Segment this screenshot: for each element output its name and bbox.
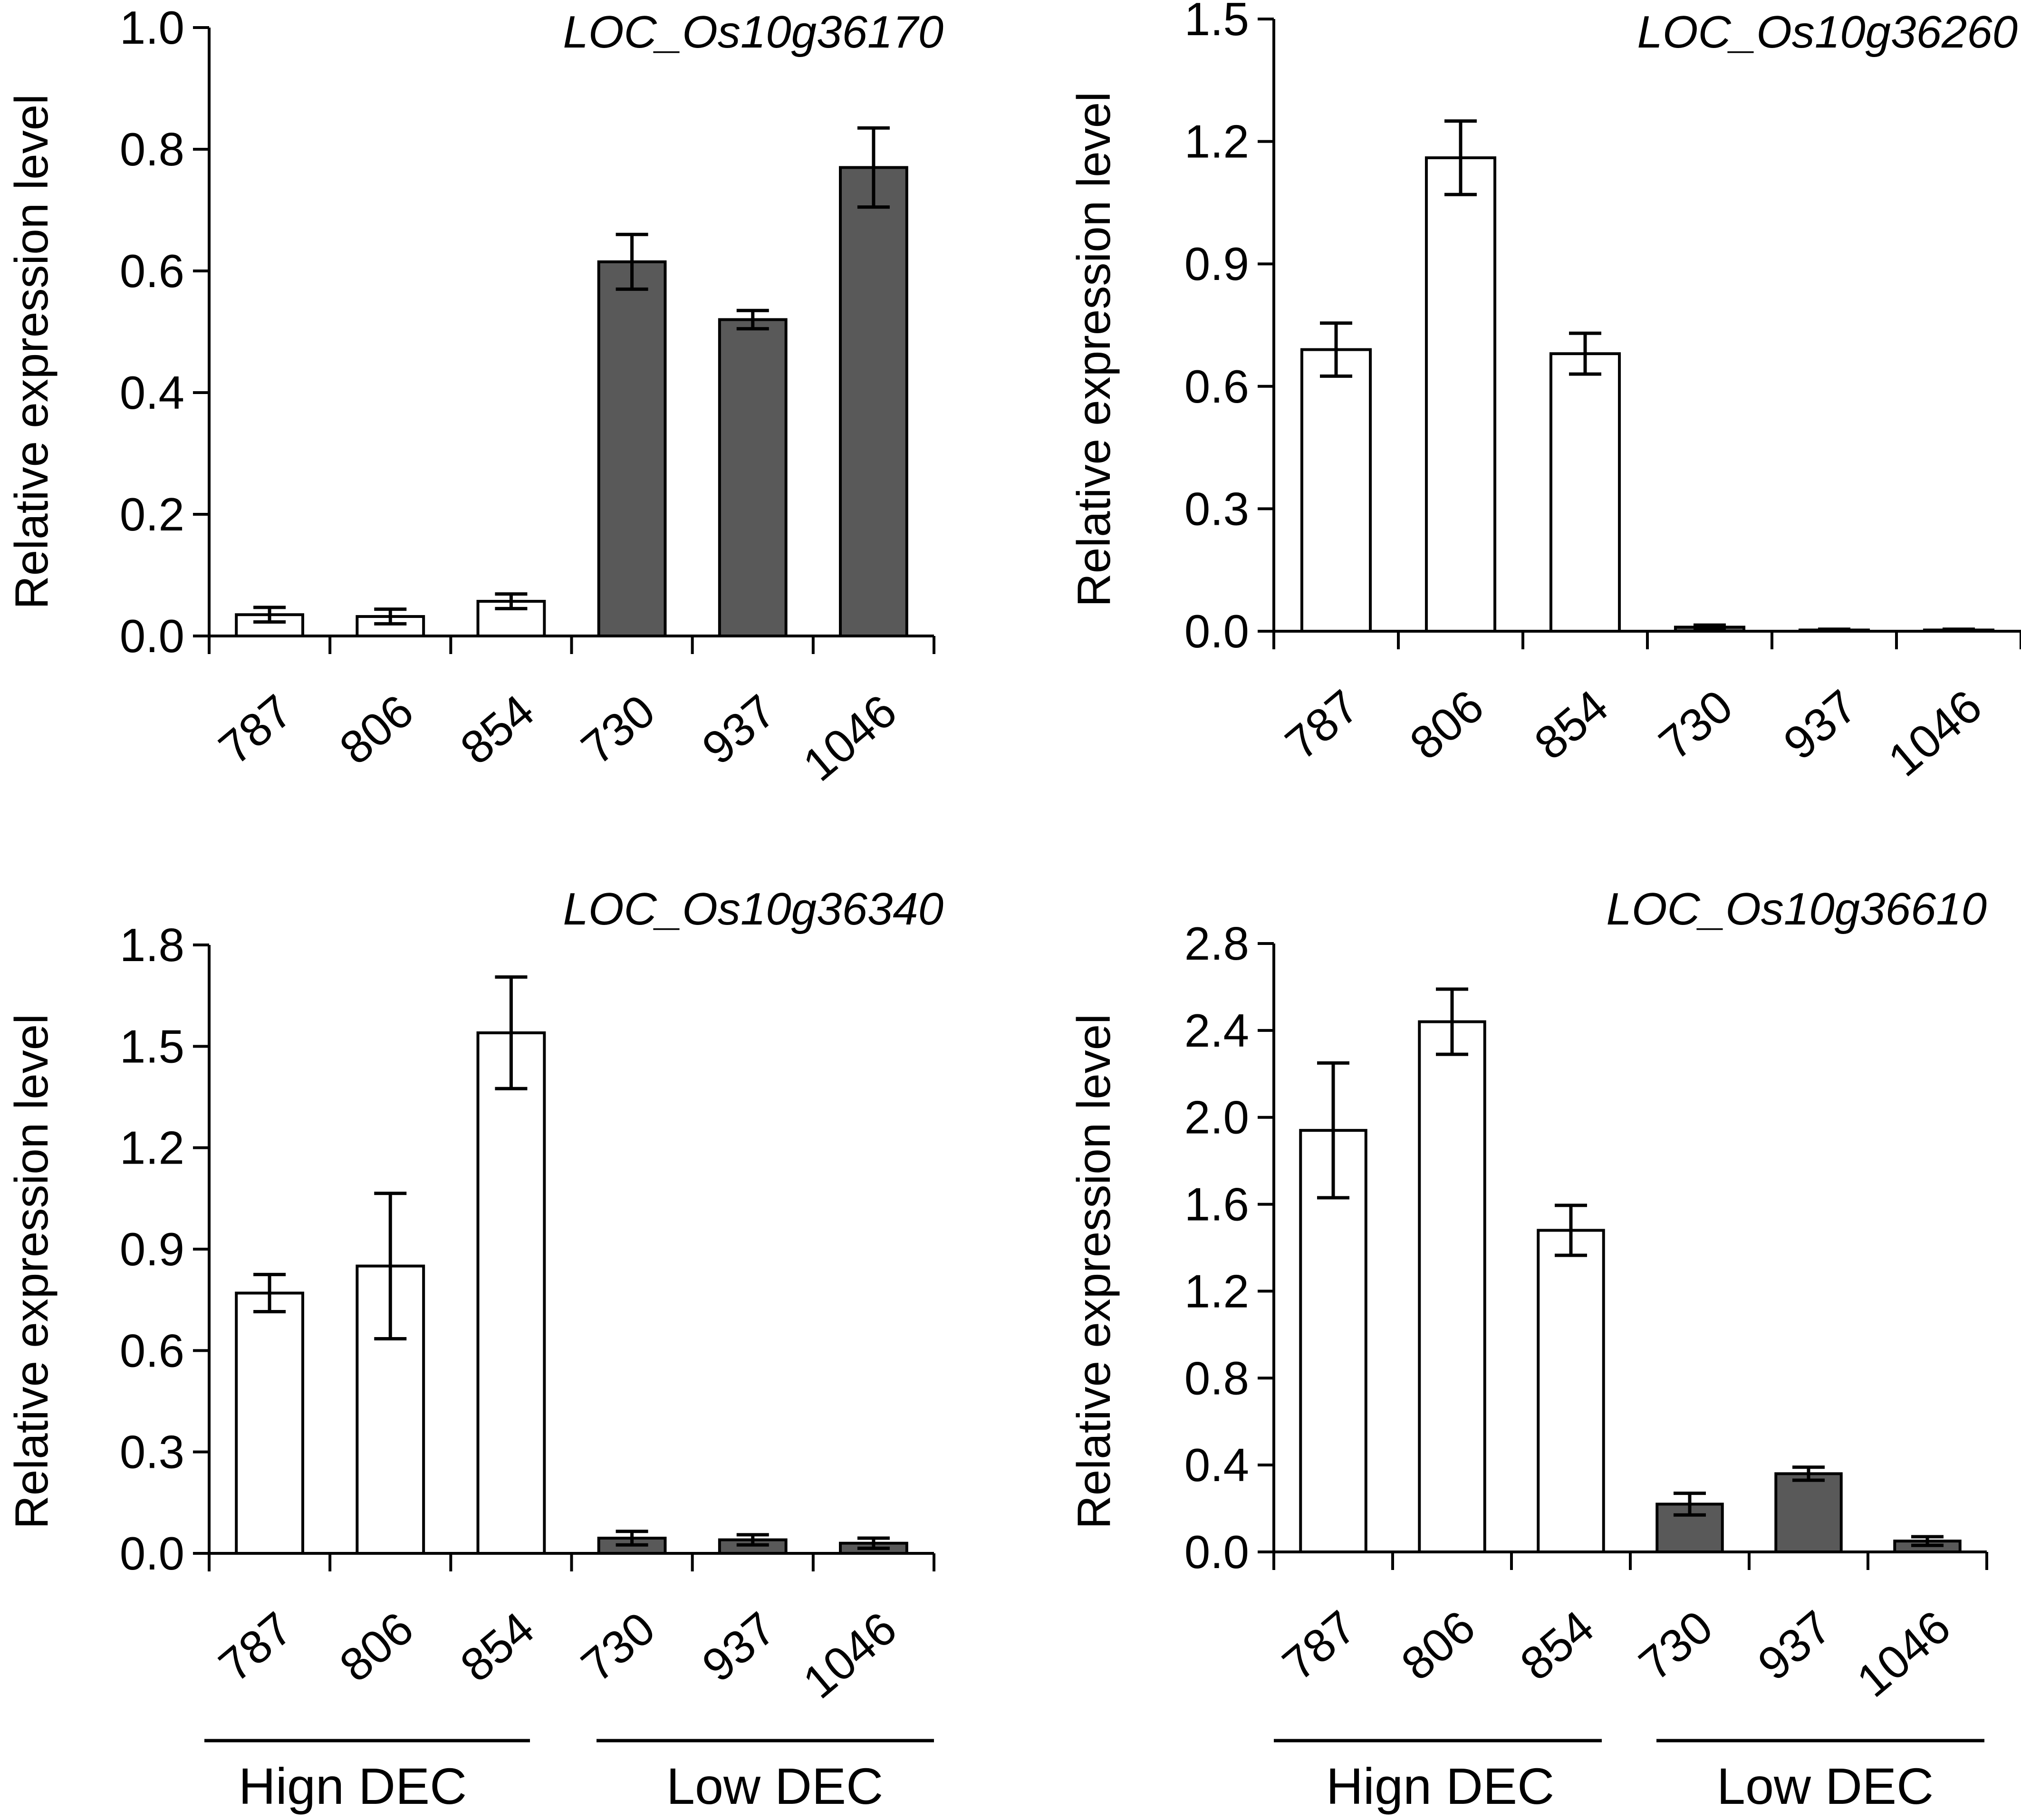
bar-854	[1537, 1229, 1605, 1553]
y-tick-label: 0.0	[120, 1527, 184, 1579]
panel-LOC_Os10g36170: LOC_Os10g36170 Relative expression level…	[5, 1, 943, 791]
y-tick-label: 1.8	[120, 919, 184, 971]
panel-title: LOC_Os10g36170	[563, 7, 943, 58]
y-tick-label: 1.5	[120, 1020, 184, 1072]
bar-854	[1549, 352, 1621, 633]
y-tick-label: 1.2	[1184, 1265, 1249, 1317]
y-tick-label: 0.0	[1184, 605, 1249, 657]
y-tick-label: 0.3	[1184, 482, 1249, 535]
y-tick-label: 0.6	[120, 245, 184, 297]
panel-title: LOC_Os10g36340	[563, 884, 943, 934]
group-label-low-right: Low DEC	[1717, 1757, 1934, 1815]
bar-806	[1424, 156, 1497, 633]
y-tick-label: 2.0	[1184, 1091, 1249, 1144]
bar-854	[476, 1031, 546, 1555]
y-tick-label: 2.4	[1184, 1004, 1249, 1057]
y-tick-label: 0.4	[1184, 1439, 1249, 1491]
y-tick-label: 0.4	[120, 366, 184, 419]
y-tick-label: 1.2	[120, 1122, 184, 1174]
bar-787	[235, 1291, 304, 1555]
y-tick-label: 2.8	[1184, 917, 1249, 970]
bar-937	[1774, 1472, 1843, 1553]
y-tick-label: 0.2	[120, 488, 184, 540]
group-label-low-left: Low DEC	[666, 1757, 883, 1815]
y-tick-label: 0.8	[120, 123, 184, 175]
y-tick-label: 0.6	[120, 1324, 184, 1377]
group-label-high-left: Hign DEC	[239, 1757, 467, 1815]
y-axis-label: Relative expression level	[1068, 92, 1120, 607]
y-tick-label: 0.0	[1184, 1526, 1249, 1578]
y-tick-label: 1.5	[1184, 0, 1249, 45]
y-tick-label: 0.9	[120, 1223, 184, 1275]
panel-title: LOC_Os10g36260	[1637, 7, 2018, 58]
bar-787	[1299, 1129, 1367, 1553]
panel-title: LOC_Os10g36610	[1606, 884, 1987, 934]
bar-806	[1418, 1020, 1486, 1554]
y-tick-label: 0.9	[1184, 238, 1249, 290]
y-tick-label: 1.2	[1184, 116, 1249, 168]
y-axis-label: Relative expression level	[1068, 1014, 1120, 1529]
bar-937	[718, 318, 788, 637]
y-tick-label: 0.0	[120, 610, 184, 662]
bar-730	[597, 260, 667, 637]
y-tick-label: 0.3	[120, 1426, 184, 1478]
y-tick-label: 1.6	[1184, 1178, 1249, 1231]
y-axis-label: Relative expression level	[5, 1014, 58, 1529]
bar-1046	[839, 166, 908, 637]
y-axis-label: Relative expression level	[5, 94, 58, 609]
y-tick-label: 0.6	[1184, 360, 1249, 413]
bar-787	[1300, 348, 1372, 633]
group-labels: Hign DEC Low DEC Hign DEC Low DEC	[204, 1739, 1984, 1815]
y-tick-label: 0.8	[1184, 1352, 1249, 1404]
group-label-high-right: Hign DEC	[1326, 1757, 1554, 1815]
y-tick-label: 1.0	[120, 1, 184, 54]
